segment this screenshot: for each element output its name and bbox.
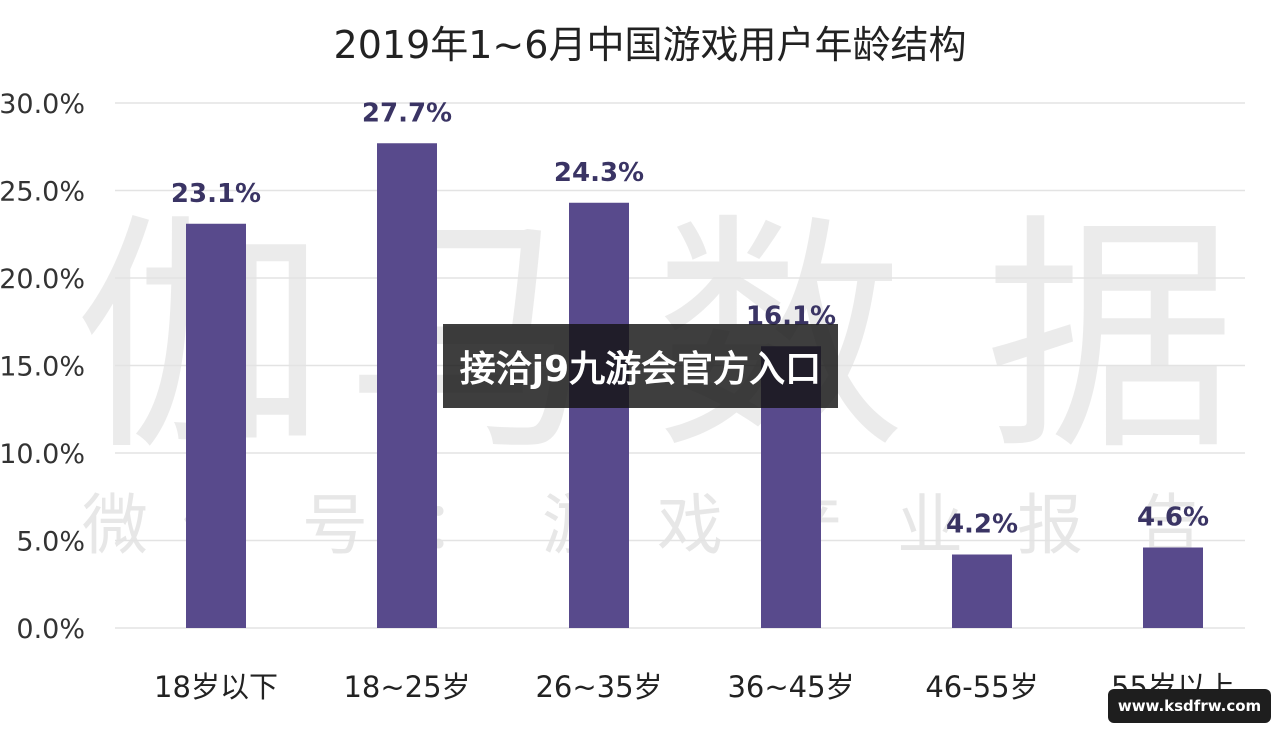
y-tick-label: 15.0% <box>0 352 85 383</box>
watermark-subtext-char: 戏 <box>657 487 723 564</box>
y-tick-label: 0.0% <box>16 614 85 645</box>
x-tick-label: 46-55岁 <box>925 670 1038 704</box>
y-tick-label: 25.0% <box>0 177 85 208</box>
bar <box>1143 547 1203 628</box>
bar <box>569 202 629 628</box>
bar <box>952 554 1012 628</box>
x-tick-label: 18~25岁 <box>343 670 470 704</box>
grid <box>115 102 1245 629</box>
y-tick-label: 5.0% <box>16 527 85 558</box>
data-label: 27.7% <box>362 98 452 128</box>
watermark-subtext-char: 业 <box>897 487 963 564</box>
watermark-subtext-char: 报 <box>1017 487 1083 564</box>
data-label: 24.3% <box>554 158 644 188</box>
y-axis-ticks: 0.0% 5.0% 10.0% 15.0% 20.0% 25.0% 30.0% <box>0 89 85 645</box>
watermark-char: 据 <box>985 193 1235 484</box>
data-label: 23.1% <box>171 179 261 209</box>
bar <box>377 143 437 628</box>
data-label: 4.2% <box>946 510 1018 540</box>
site-badge[interactable]: www.ksdfrw.com <box>1108 689 1271 723</box>
chart-title: 2019年1~6月中国游戏用户年龄结构 <box>334 23 967 67</box>
watermark-subtext-char: 号 <box>302 487 368 564</box>
x-tick-label: 26~35岁 <box>535 670 662 704</box>
promo-banner[interactable]: 接洽j9九游会官方入口 <box>443 324 838 408</box>
y-tick-label: 20.0% <box>0 264 85 295</box>
y-tick-label: 10.0% <box>0 439 85 470</box>
x-tick-label: 18岁以下 <box>154 670 278 704</box>
watermark-subtext-char: 微 <box>82 487 148 564</box>
y-tick-label: 30.0% <box>0 89 85 120</box>
data-label: 4.6% <box>1137 503 1209 533</box>
x-tick-label: 36~45岁 <box>727 670 854 704</box>
bar <box>186 223 246 628</box>
x-axis-ticks: 18岁以下 18~25岁 26~35岁 36~45岁 46-55岁 55岁以上 <box>154 670 1235 704</box>
